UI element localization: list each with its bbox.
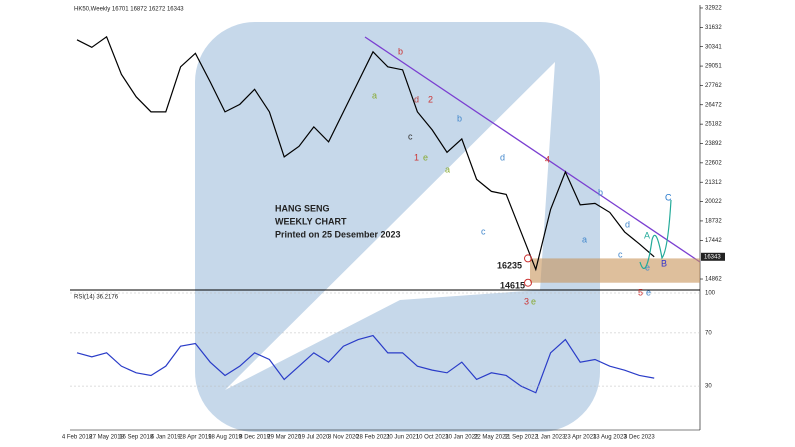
marker	[524, 278, 532, 287]
x-tick-label: 29 Mar 2020	[267, 435, 301, 441]
symbol-header: HK50,Weekly 16701 16872 16272 16343	[74, 7, 184, 13]
wave-label: 3	[524, 296, 529, 306]
x-tick-label: 10 Oct 2021	[416, 435, 449, 441]
series-line	[76, 334, 655, 394]
y-tick-label: 25182	[705, 122, 722, 128]
x-tick-label: 19 Jul 2020	[298, 435, 330, 441]
wave-label: c	[481, 226, 486, 236]
wave-label: e	[646, 287, 651, 297]
logo-shape	[225, 62, 555, 390]
wave-label: d	[625, 219, 630, 229]
x-tick-label: 28 Feb 2021	[356, 435, 390, 441]
annotation: WEEKLY CHART	[275, 216, 347, 226]
wave-label: d	[414, 94, 419, 104]
wave-label: b	[398, 46, 403, 56]
y-tick-label: 26472	[705, 102, 722, 108]
y-tick-label: 31632	[705, 25, 722, 31]
annotation: 16235	[497, 260, 522, 270]
x-tick-label: 28 Apr 2019	[179, 435, 212, 441]
wave-label: e	[423, 152, 428, 162]
wave-label: A	[644, 230, 650, 240]
wave-label: b	[598, 187, 603, 197]
x-tick-label: 8 Nov 2020	[328, 435, 359, 441]
trendline	[364, 36, 701, 263]
marker	[524, 254, 532, 263]
x-tick-label: 13 Aug 2023	[593, 435, 627, 441]
annotation: Printed on 25 Desember 2023	[275, 229, 401, 239]
x-tick-label: 23 Apr 2023	[564, 435, 597, 441]
y-tick-label: 30341	[705, 44, 722, 50]
wave-label: a	[445, 164, 450, 174]
x-tick-label: 22 May 2022	[474, 435, 509, 441]
wave-label: C	[665, 192, 672, 202]
projection-path	[639, 199, 672, 269]
x-tick-label: 16 Sep 2018	[119, 435, 154, 441]
x-tick-label: 30 Jan 2022	[445, 435, 479, 441]
wave-label: a	[372, 90, 377, 100]
wave-label: d	[500, 152, 505, 162]
x-tick-label: 8 Dec 2019	[239, 435, 270, 441]
y-tick-label: 23892	[705, 141, 722, 147]
x-tick-label: 6 Jan 2019	[151, 435, 181, 441]
y-tick-label: 70	[705, 330, 712, 336]
wave-label: 1	[414, 152, 419, 162]
wave-label: B	[661, 258, 667, 268]
last-price-box	[701, 252, 725, 261]
annotation: HANG SENG	[275, 203, 330, 213]
rsi-title: RSI(14) 36.2176	[74, 295, 119, 301]
y-tick-label: 29051	[705, 64, 722, 70]
x-tick-label: 27 May 2018	[89, 435, 124, 441]
series-line	[76, 35, 655, 272]
wave-label: b	[457, 113, 462, 123]
support-zone	[530, 258, 700, 283]
y-tick-label: 21312	[705, 180, 722, 186]
x-tick-label: 4 Feb 2018	[62, 435, 93, 441]
y-tick-label: 17442	[705, 238, 722, 244]
y-tick-label: 30	[705, 384, 712, 390]
wave-label: 4	[545, 154, 550, 164]
wave-label: a	[582, 234, 587, 244]
x-tick-label: 18 Aug 2019	[208, 435, 242, 441]
wave-label: 5	[638, 287, 643, 297]
x-tick-label: 20 Jun 2021	[386, 435, 420, 441]
x-tick-label: 11 Sep 2022	[504, 435, 538, 441]
annotation: 14615	[500, 280, 525, 290]
wave-label: c	[618, 249, 623, 259]
wave-label: 2	[428, 94, 433, 104]
last-price-label: 16343	[704, 254, 721, 260]
wave-label: e	[531, 296, 536, 306]
x-tick-label: 3 Dec 2023	[624, 435, 655, 441]
y-tick-label: 100	[705, 291, 716, 297]
y-tick-label: 18732	[705, 219, 722, 225]
y-tick-label: 22602	[705, 160, 722, 166]
wave-label: e	[645, 262, 650, 272]
y-tick-label: 27762	[705, 83, 722, 89]
y-tick-label: 14862	[705, 277, 722, 283]
y-tick-label: 20022	[705, 199, 722, 205]
wave-label: c	[408, 131, 413, 141]
y-tick-label: 32922	[705, 6, 722, 12]
x-tick-label: 1 Jan 2023	[536, 435, 566, 441]
